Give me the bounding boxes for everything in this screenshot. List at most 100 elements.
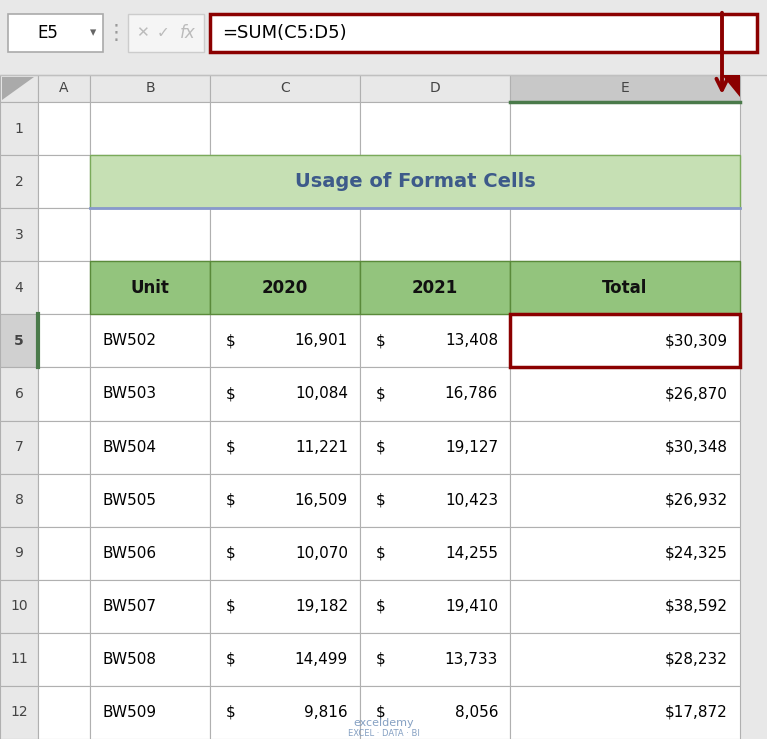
Bar: [90, 208, 210, 262]
Text: 4: 4: [15, 281, 23, 295]
Bar: [90, 102, 210, 155]
Bar: [360, 102, 510, 155]
Bar: [0, 474, 38, 527]
Text: 10,423: 10,423: [445, 493, 498, 508]
Text: 10: 10: [10, 599, 28, 613]
Text: fx: fx: [180, 24, 196, 42]
Bar: [8, 14, 103, 52]
Bar: [360, 75, 510, 102]
Bar: [360, 633, 510, 686]
Bar: [360, 155, 510, 208]
Bar: [90, 75, 210, 102]
Bar: [210, 314, 360, 367]
Bar: [510, 420, 740, 474]
Bar: [38, 420, 90, 474]
Bar: [360, 686, 510, 739]
Bar: [38, 474, 90, 527]
Bar: [510, 474, 740, 527]
Text: EXCEL · DATA · BI: EXCEL · DATA · BI: [347, 729, 420, 738]
Text: BW509: BW509: [102, 705, 156, 720]
Bar: [210, 262, 360, 314]
Text: B: B: [145, 81, 155, 95]
Bar: [0, 314, 38, 367]
Bar: [90, 314, 210, 367]
Text: $: $: [226, 705, 235, 720]
Text: 19,410: 19,410: [445, 599, 498, 614]
Text: $28,232: $28,232: [665, 652, 728, 667]
Bar: [210, 474, 360, 527]
Bar: [38, 155, 90, 208]
Text: BW507: BW507: [102, 599, 156, 614]
Bar: [210, 686, 360, 739]
Bar: [510, 580, 740, 633]
Text: $30,309: $30,309: [665, 333, 728, 348]
Bar: [38, 367, 90, 420]
Bar: [128, 14, 204, 52]
Bar: [210, 208, 360, 262]
Text: C: C: [280, 81, 290, 95]
Bar: [90, 262, 210, 314]
Text: $: $: [376, 652, 386, 667]
Bar: [210, 75, 360, 102]
Bar: [360, 420, 510, 474]
Text: A: A: [59, 81, 69, 95]
Bar: [210, 155, 360, 208]
Bar: [360, 527, 510, 580]
Text: ✕: ✕: [136, 26, 148, 41]
Text: Usage of Format Cells: Usage of Format Cells: [295, 172, 535, 191]
Text: 5: 5: [14, 334, 24, 348]
Text: ⋮: ⋮: [106, 23, 127, 43]
Text: E: E: [621, 81, 630, 95]
Bar: [360, 367, 510, 420]
Bar: [90, 580, 210, 633]
Text: BW505: BW505: [102, 493, 156, 508]
Bar: [510, 155, 740, 208]
Text: 13,408: 13,408: [445, 333, 498, 348]
Text: exceldemy: exceldemy: [353, 718, 414, 728]
Text: 14,255: 14,255: [445, 545, 498, 561]
Bar: [210, 367, 360, 420]
Bar: [360, 314, 510, 367]
Bar: [0, 420, 38, 474]
Text: BW502: BW502: [102, 333, 156, 348]
Text: Unit: Unit: [130, 279, 170, 297]
Text: 2020: 2020: [262, 279, 308, 297]
Text: 9: 9: [15, 546, 24, 560]
Bar: [360, 262, 510, 314]
Bar: [210, 262, 360, 314]
Text: 10,070: 10,070: [295, 545, 348, 561]
Bar: [90, 367, 210, 420]
Text: $: $: [376, 440, 386, 454]
Text: 19,182: 19,182: [295, 599, 348, 614]
Text: 8: 8: [15, 493, 24, 507]
Bar: [210, 580, 360, 633]
Text: $30,348: $30,348: [665, 440, 728, 454]
Bar: [90, 527, 210, 580]
Bar: [38, 208, 90, 262]
Text: $: $: [226, 493, 235, 508]
Bar: [360, 580, 510, 633]
Text: 16,901: 16,901: [295, 333, 348, 348]
Bar: [210, 527, 360, 580]
Text: $: $: [226, 599, 235, 614]
Text: $: $: [226, 440, 235, 454]
Text: 3: 3: [15, 228, 23, 242]
Bar: [510, 314, 740, 367]
Text: ✓: ✓: [156, 26, 170, 41]
Bar: [0, 633, 38, 686]
Bar: [360, 208, 510, 262]
Text: $17,872: $17,872: [665, 705, 728, 720]
Bar: [38, 102, 90, 155]
Bar: [0, 580, 38, 633]
Text: 11,221: 11,221: [295, 440, 348, 454]
Polygon shape: [722, 75, 740, 97]
Text: $26,870: $26,870: [665, 386, 728, 401]
Text: $: $: [376, 386, 386, 401]
Bar: [0, 102, 38, 155]
Text: 1: 1: [15, 121, 24, 135]
Bar: [510, 527, 740, 580]
Bar: [0, 367, 38, 420]
Bar: [0, 262, 38, 314]
Text: 2021: 2021: [412, 279, 458, 297]
Text: 14,499: 14,499: [295, 652, 348, 667]
